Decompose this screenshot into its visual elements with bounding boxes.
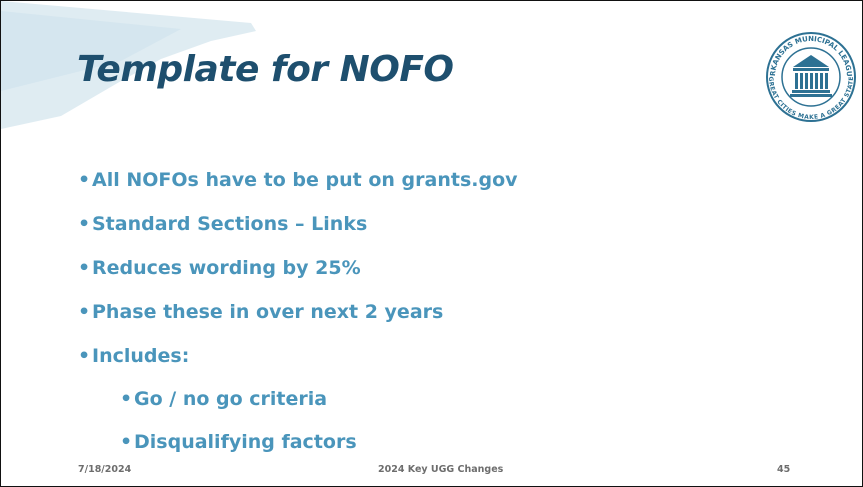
bullet: Includes: — [78, 345, 189, 367]
slide-title: Template for NOFO — [77, 49, 454, 90]
page-number: 45 — [777, 464, 791, 475]
sub-bullet: Disqualifying factors — [120, 431, 357, 453]
bullet: All NOFOs have to be put on grants.gov — [78, 169, 518, 191]
bullet: Phase these in over next 2 years — [78, 301, 443, 323]
footer-date: 7/18/2024 — [78, 464, 132, 475]
bullet: Standard Sections – Links — [78, 213, 367, 235]
brush-stroke — [1, 1, 256, 129]
bullet: Reduces wording by 25% — [78, 257, 361, 279]
logo: ARKANSAS MUNICIPAL LEAGUE GREAT CITIES M… — [765, 31, 856, 122]
footer-center: 2024 Key UGG Changes — [378, 464, 504, 475]
sub-bullet: Go / no go criteria — [120, 388, 327, 410]
